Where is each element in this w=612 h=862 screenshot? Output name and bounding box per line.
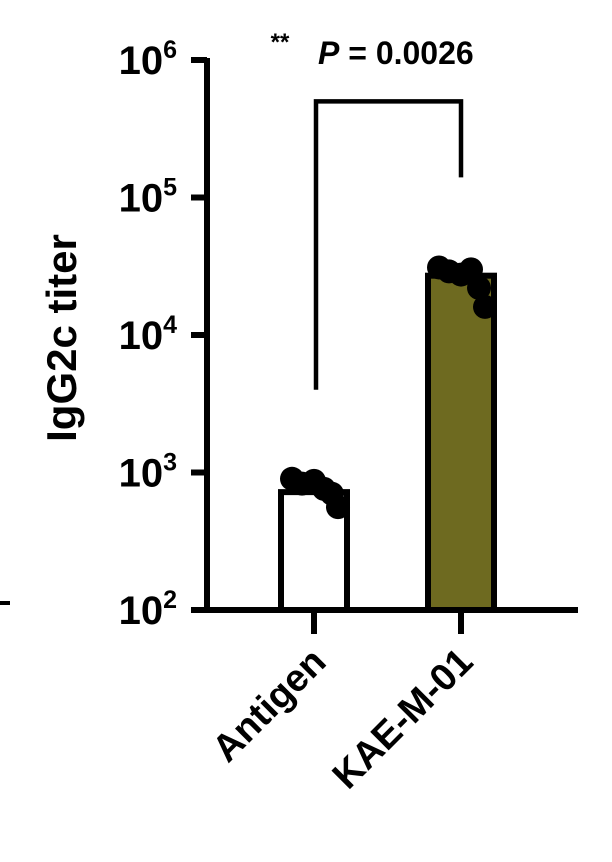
y-tick-exponent: 2 bbox=[163, 586, 177, 614]
y-tick-exponent: 5 bbox=[163, 174, 177, 202]
significance-annotation: ** P = 0.0026 bbox=[271, 29, 474, 390]
significance-stars: ** bbox=[271, 29, 290, 56]
y-tick-base: 10 bbox=[119, 39, 164, 83]
y-tick-base: 10 bbox=[119, 314, 164, 358]
points-layer bbox=[280, 255, 497, 520]
p-value-symbol: P bbox=[318, 35, 340, 71]
y-axis-title: IgG2c titer bbox=[38, 234, 85, 442]
x-category-label: KAE-M-01 bbox=[325, 641, 482, 798]
significance-bracket bbox=[313, 99, 464, 390]
bar-kae-m-01 bbox=[425, 272, 497, 613]
y-tick-base: 10 bbox=[119, 177, 164, 221]
x-category-label: Antigen bbox=[205, 641, 335, 771]
y-tick-label: 104 bbox=[119, 311, 178, 358]
y-tick-base: 10 bbox=[119, 452, 164, 496]
y-tick-label: 102 bbox=[119, 586, 177, 633]
y-tick-label: 105 bbox=[119, 174, 178, 221]
data-point bbox=[467, 275, 491, 300]
y-tick-exponent: 3 bbox=[163, 449, 177, 477]
bars-layer bbox=[278, 272, 497, 634]
data-point bbox=[473, 294, 497, 319]
p-value-label: P = 0.0026 bbox=[318, 35, 474, 71]
data-point bbox=[326, 495, 350, 520]
y-tick-label: 103 bbox=[119, 449, 177, 496]
p-value-text: = 0.0026 bbox=[339, 35, 473, 71]
y-tick-label: 106 bbox=[119, 36, 177, 83]
y-tick-exponent: 4 bbox=[163, 311, 177, 339]
y-tick-base: 10 bbox=[119, 589, 164, 633]
y-tick-exponent: 6 bbox=[163, 36, 177, 64]
data-point bbox=[459, 257, 483, 282]
